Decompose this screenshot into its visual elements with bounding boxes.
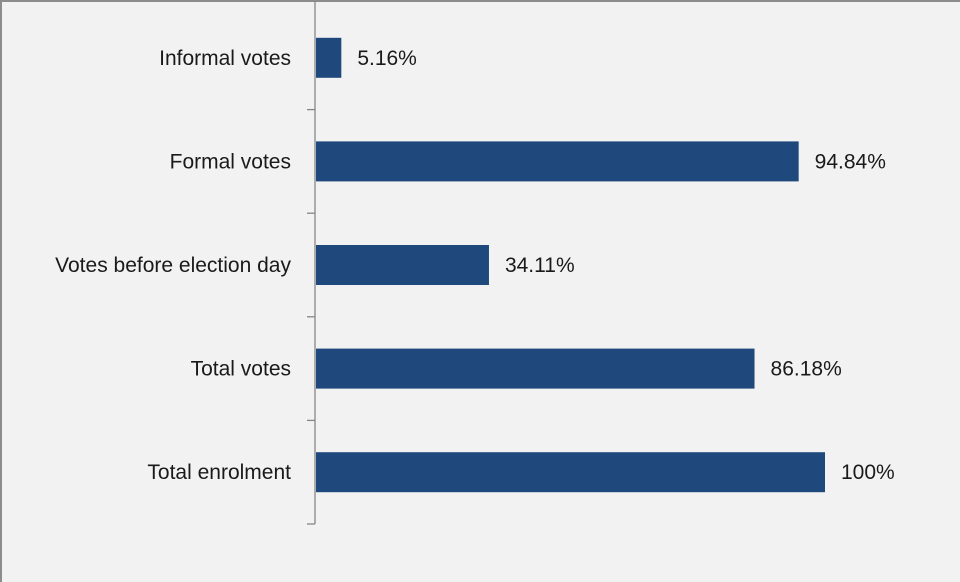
bar — [316, 245, 489, 285]
bars — [316, 37, 825, 493]
bar — [316, 141, 799, 182]
bar — [316, 348, 755, 389]
data-label: 5.16% — [357, 47, 417, 70]
bar — [316, 452, 825, 493]
y-axis — [307, 2, 316, 525]
category-label: Total votes — [191, 358, 291, 381]
data-label: 34.11% — [505, 254, 575, 277]
category-label: Total enrolment — [147, 461, 291, 484]
category-labels: Informal votes Formal votes Votes before e… — [55, 47, 291, 484]
data-label: 100% — [841, 461, 895, 484]
category-label: Formal votes — [170, 150, 291, 173]
data-label: 86.18% — [771, 358, 842, 381]
value-labels: 5.16% 94.84% 34.11% 86.18% 100% — [357, 47, 894, 484]
category-label: Votes before election day — [55, 254, 291, 277]
data-label: 94.84% — [815, 150, 886, 173]
category-label: Informal votes — [159, 47, 291, 70]
bar — [316, 37, 342, 78]
